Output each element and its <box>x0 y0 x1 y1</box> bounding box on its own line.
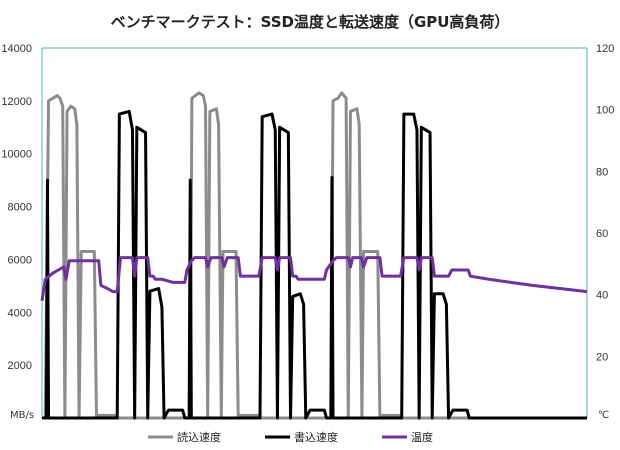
left-axis-tick-label: 14000 <box>1 43 32 55</box>
chart-legend: 読込速度 書込速度 温度 <box>148 430 433 444</box>
right-axis-tick-label: 100 <box>596 105 614 117</box>
right-axis-tick-label: 40 <box>596 290 608 302</box>
left-axis-tick-label: 8000 <box>8 202 32 214</box>
left-axis-tick-label: 4000 <box>8 307 32 319</box>
left-axis-tick-label: 12000 <box>1 96 32 108</box>
right-axis-ticks: 20 40 60 80 100 120 <box>596 43 614 363</box>
right-axis-tick-label: 80 <box>596 166 608 178</box>
legend-label-1: 書込速度 <box>294 430 338 444</box>
left-axis-tick-label: 6000 <box>8 254 32 266</box>
right-axis-unit-label: ℃ <box>598 410 609 421</box>
series-line-0 <box>42 91 587 420</box>
series-line-2 <box>40 256 588 302</box>
series-line-1 <box>42 109 587 420</box>
chart-title: ベンチマークテスト：SSD温度と転送速度（GPU高負荷） <box>111 13 510 31</box>
right-axis-tick-label: 120 <box>596 43 614 55</box>
plot-area <box>41 47 588 419</box>
right-axis-tick-label: 20 <box>596 351 608 363</box>
right-axis-tick-label: 60 <box>596 228 608 240</box>
series-lines <box>40 91 588 420</box>
left-axis-unit-label: MB/s <box>10 410 34 421</box>
left-axis-ticks: 2000 4000 6000 8000 10000 12000 14000 <box>1 43 32 372</box>
legend-label-2: 温度 <box>411 430 433 444</box>
left-axis-tick-label: 2000 <box>8 360 32 372</box>
legend-label-0: 読込速度 <box>177 430 221 444</box>
left-axis-tick-label: 10000 <box>1 149 32 161</box>
